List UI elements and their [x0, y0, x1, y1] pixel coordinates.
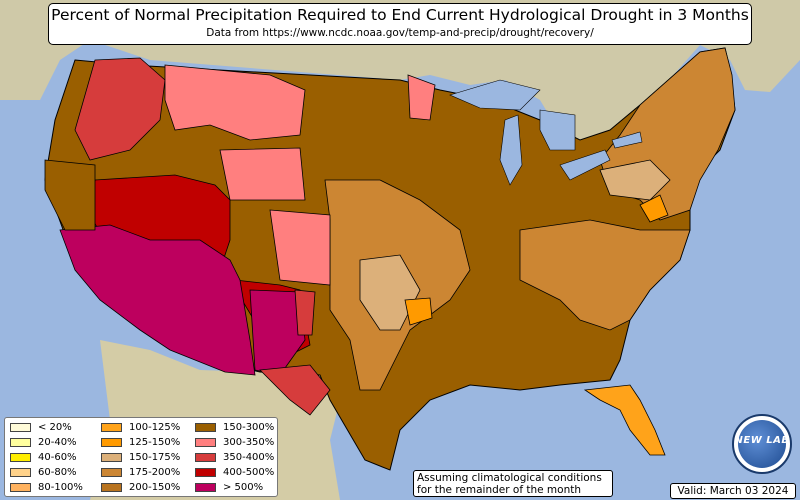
lake-erie [559, 149, 611, 181]
legend-item: 80-100% [10, 480, 83, 495]
legend-label: 40-60% [38, 452, 77, 463]
legend-label: 350-400% [223, 452, 275, 463]
title-box: Percent of Normal Precipitation Required… [48, 3, 752, 45]
texas-orange-region [404, 297, 433, 326]
legend-item: 20-40% [10, 435, 83, 450]
new-mexico-magenta [249, 289, 306, 376]
legend-label: 100-125% [129, 422, 181, 433]
legend-swatch [10, 438, 31, 447]
legend-item: 300-350% [195, 435, 274, 450]
logo-text: NEW LAB [734, 435, 790, 446]
idaho-montana-pink [164, 64, 306, 141]
legend-label: 20-40% [38, 437, 77, 448]
legend-item: 100-125% [101, 420, 180, 435]
legend-swatch [195, 453, 216, 462]
legend-label: 150-175% [129, 452, 181, 463]
oklahoma-light-region [359, 254, 421, 331]
legend-item: 200-150% [101, 480, 180, 495]
legend-item: 60-80% [10, 465, 83, 480]
legend-label: 125-150% [129, 437, 181, 448]
southeast-region [519, 219, 691, 331]
legend-label: < 20% [38, 422, 72, 433]
globe-icon [738, 420, 786, 468]
lake-superior [449, 79, 541, 111]
legend-item: 150-175% [101, 450, 180, 465]
legend-swatch [195, 438, 216, 447]
legend-swatch [195, 468, 216, 477]
legend-label: 200-150% [129, 482, 181, 493]
wyoming-pink [219, 147, 306, 201]
legend-swatch [10, 483, 31, 492]
note-line-2: for the remainder of the month [417, 484, 582, 496]
map-title: Percent of Normal Precipitation Required… [51, 6, 749, 24]
note-line-1: Assuming climatological conditions [417, 472, 602, 484]
pennsylvania-light-region [599, 159, 671, 201]
legend-swatch [10, 423, 31, 432]
legend-item: > 500% [195, 480, 274, 495]
legend-column-1: < 20% 20-40% 40-60% 60-80% 80-100% [10, 420, 83, 495]
legend-swatch [101, 468, 122, 477]
legend-label: 150-300% [223, 422, 275, 433]
legend-swatch [10, 468, 31, 477]
legend-label: 60-80% [38, 467, 77, 478]
legend-item: 400-500% [195, 465, 274, 480]
legend-swatch [101, 423, 122, 432]
legend-item: 150-300% [195, 420, 274, 435]
legend: < 20% 20-40% 40-60% 60-80% 80-100% 100-1… [4, 417, 278, 497]
legend-label: 175-200% [129, 467, 181, 478]
legend-item: < 20% [10, 420, 83, 435]
legend-column-3: 150-300% 300-350% 350-400% 400-500% > 50… [195, 420, 274, 495]
legend-item: 40-60% [10, 450, 83, 465]
colorado-kansas-pink [269, 209, 331, 286]
legend-label: > 500% [223, 482, 264, 493]
legend-label: 300-350% [223, 437, 275, 448]
legend-swatch [195, 423, 216, 432]
southwest-magenta [59, 224, 256, 376]
texas-panhandle-red [294, 289, 316, 336]
legend-item: 125-150% [101, 435, 180, 450]
lake-michigan [499, 114, 523, 186]
valid-date: Valid: March 03 2024 [670, 483, 796, 499]
legend-label: 400-500% [223, 467, 275, 478]
oregon-washington-red [74, 57, 166, 161]
legend-swatch [10, 453, 31, 462]
lab-logo: NEW LAB [732, 414, 792, 474]
legend-swatch [101, 438, 122, 447]
maryland-orange-region [639, 194, 669, 223]
minnesota-pink [407, 74, 436, 121]
legend-label: 80-100% [38, 482, 83, 493]
lake-ontario [611, 131, 643, 149]
map-subtitle: Data from https://www.ncdc.noaa.gov/temp… [206, 27, 594, 39]
legend-item: 350-400% [195, 450, 274, 465]
florida-region [583, 384, 666, 456]
coastal-oregon [44, 159, 96, 231]
legend-column-2: 100-125% 125-150% 150-175% 175-200% 200-… [101, 420, 180, 495]
legend-item: 175-200% [101, 465, 180, 480]
legend-swatch [101, 483, 122, 492]
assumption-note: Assuming climatological conditions for t… [413, 470, 613, 497]
west-texas-red [259, 364, 331, 416]
legend-swatch [195, 483, 216, 492]
legend-swatch [101, 453, 122, 462]
lake-huron [539, 109, 576, 151]
